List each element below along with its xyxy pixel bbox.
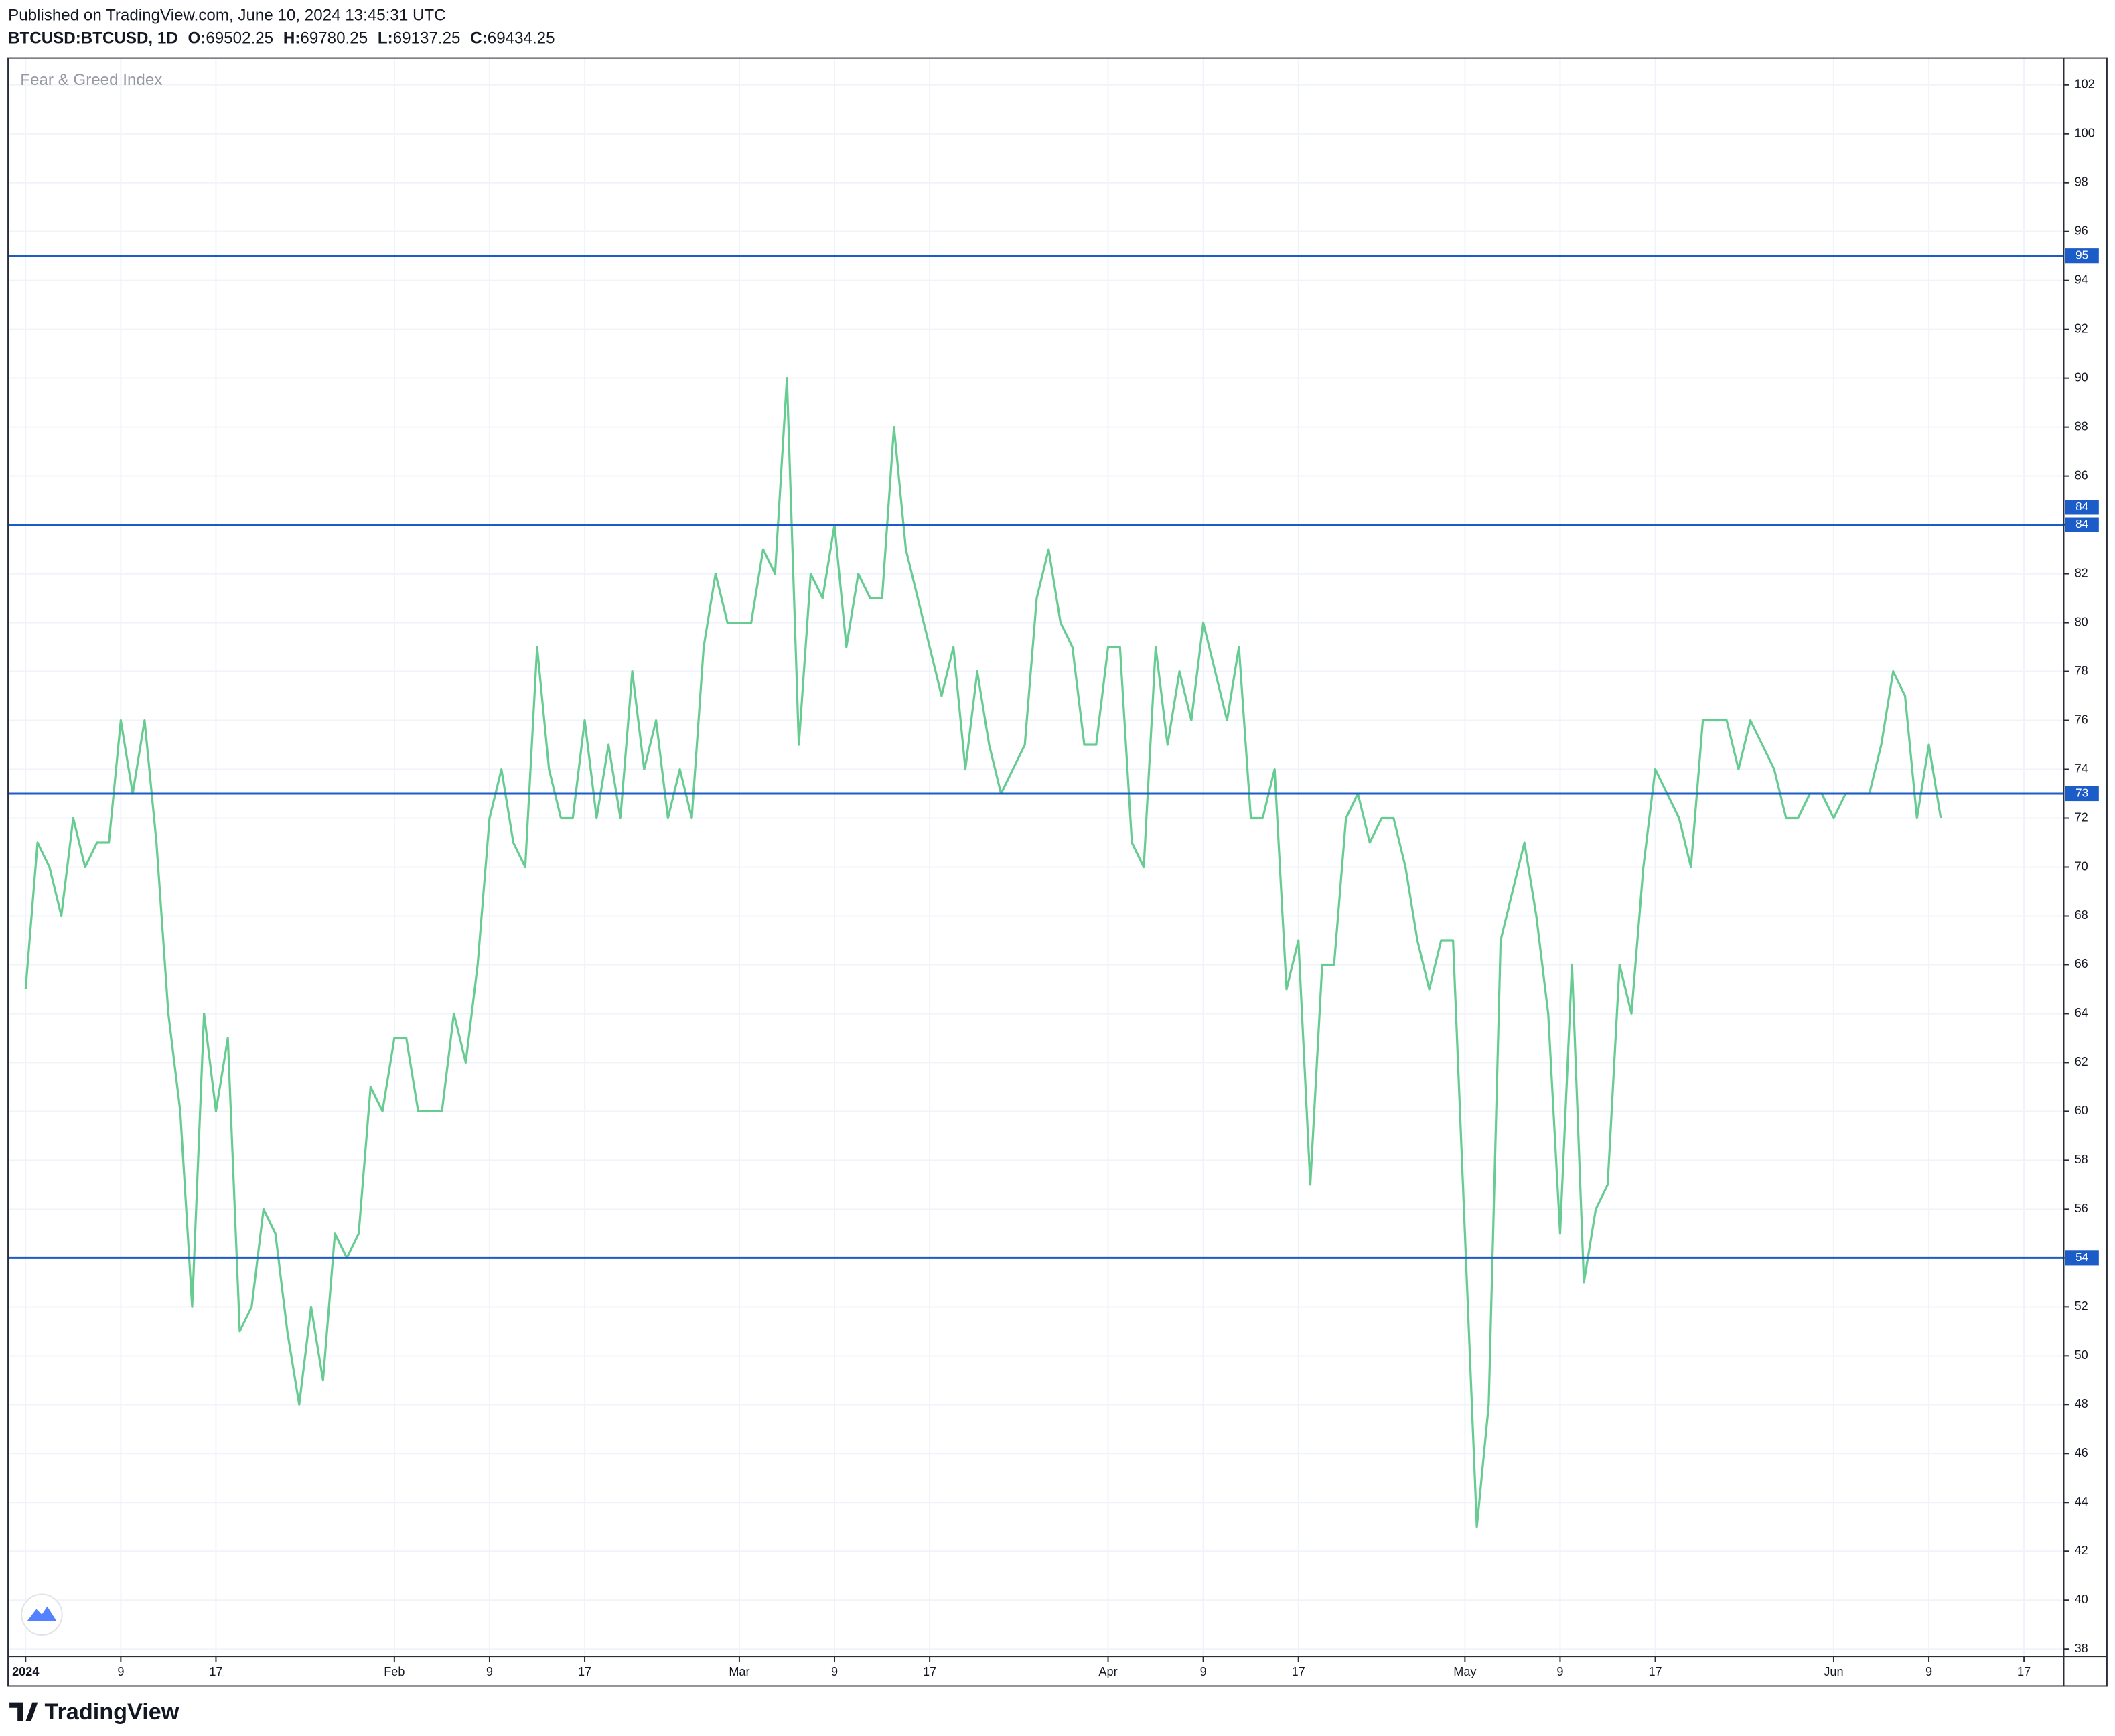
brand-icon xyxy=(9,1702,38,1721)
y-tick-label: 68 xyxy=(2075,908,2088,922)
y-tick-label: 82 xyxy=(2075,566,2088,579)
x-tick-label: Feb xyxy=(384,1665,405,1678)
x-tick-label: 9 xyxy=(486,1665,493,1678)
y-tick-label: 78 xyxy=(2075,664,2088,677)
ohlc-label: L: xyxy=(378,29,393,48)
ohlc-value: 69502.25 xyxy=(206,29,273,48)
y-tick-label: 94 xyxy=(2075,273,2088,286)
y-tick-label: 72 xyxy=(2075,810,2088,824)
x-tick-label: May xyxy=(1453,1665,1477,1678)
level-label-box xyxy=(2065,500,2099,515)
level-label: 84 xyxy=(2075,518,2089,530)
symbol: BTCUSD:BTCUSD, 1D xyxy=(8,29,178,48)
x-tick-label: Jun xyxy=(1824,1665,1843,1678)
y-tick-label: 64 xyxy=(2075,1006,2088,1019)
level-label: 95 xyxy=(2075,249,2088,262)
x-tick-label: 17 xyxy=(1648,1665,1662,1678)
y-tick-label: 60 xyxy=(2075,1104,2088,1117)
ohlc-value: 69434.25 xyxy=(488,29,555,48)
y-tick-label: 48 xyxy=(2075,1397,2088,1410)
app-logo xyxy=(21,1593,63,1636)
y-tick-label: 96 xyxy=(2075,224,2088,237)
published-line: Published on TradingView.com, June 10, 2… xyxy=(8,7,446,25)
y-tick-label: 56 xyxy=(2075,1202,2088,1215)
x-tick-label: 2024 xyxy=(12,1665,39,1678)
y-tick-label: 86 xyxy=(2075,468,2088,482)
y-tick-label: 70 xyxy=(2075,859,2088,873)
x-tick-label: 17 xyxy=(209,1665,222,1678)
y-tick-label: 74 xyxy=(2075,762,2088,775)
y-tick-label: 44 xyxy=(2075,1495,2088,1508)
logo-shape xyxy=(27,1606,57,1621)
x-tick-label: 9 xyxy=(1556,1665,1563,1678)
series-line xyxy=(24,377,1942,1528)
brand-name: TradingView xyxy=(44,1699,179,1725)
y-tick-label: 58 xyxy=(2075,1153,2088,1166)
x-tick-label: 17 xyxy=(2017,1665,2031,1678)
y-tick-label: 42 xyxy=(2075,1544,2088,1557)
footer-logo: TradingView xyxy=(9,1699,179,1725)
x-tick-label: 9 xyxy=(831,1665,838,1678)
level-label: 84 xyxy=(2075,500,2089,513)
level-label-box xyxy=(2065,517,2099,532)
plot: 38 40 42 44 46 48 50 52 54 56 58 60 62 64 66 68 70 72 74 76… xyxy=(8,58,2099,1678)
chart-frame xyxy=(7,57,2108,1687)
ohlc-label: C: xyxy=(470,29,488,48)
y-tick-label: 100 xyxy=(2075,127,2095,140)
y-tick-label: 62 xyxy=(2075,1055,2088,1068)
y-tick-label: 88 xyxy=(2075,419,2088,433)
pane-title: Fear & Greed Index xyxy=(20,71,162,89)
symbol-line: BTCUSD:BTCUSD, 1D O:69502.25 H:69780.25 … xyxy=(8,29,555,48)
ohlc-value: 69137.25 xyxy=(393,29,461,48)
level-label-box xyxy=(2065,248,2099,264)
level-label-box xyxy=(2065,1250,2099,1266)
y-tick-label: 80 xyxy=(2075,615,2088,628)
x-tick-label: Mar xyxy=(729,1665,749,1678)
level-label: 73 xyxy=(2075,787,2088,800)
x-tick-label: 17 xyxy=(578,1665,591,1678)
ohlc-label: O: xyxy=(188,29,206,48)
x-tick-label: 9 xyxy=(1200,1665,1207,1678)
y-tick-label: 50 xyxy=(2075,1348,2088,1362)
ohlc-value: 69780.25 xyxy=(300,29,368,48)
level-label-box xyxy=(2065,786,2099,802)
x-tick-label: 9 xyxy=(1925,1665,1932,1678)
y-tick-label: 102 xyxy=(2075,78,2095,91)
y-tick-label: 66 xyxy=(2075,957,2088,970)
y-tick-label: 46 xyxy=(2075,1446,2088,1459)
x-tick-label: 17 xyxy=(1292,1665,1305,1678)
y-tick-label: 98 xyxy=(2075,175,2088,188)
y-tick-label: 92 xyxy=(2075,321,2088,335)
x-tick-label: 9 xyxy=(117,1665,124,1678)
y-tick-label: 52 xyxy=(2075,1299,2088,1313)
y-tick-label: 38 xyxy=(2075,1642,2088,1655)
y-tick-label: 76 xyxy=(2075,713,2088,726)
y-tick-label: 40 xyxy=(2075,1593,2088,1606)
ohlc-label: H: xyxy=(283,29,301,48)
x-tick-label: Apr xyxy=(1098,1665,1117,1678)
level-label: 54 xyxy=(2075,1251,2089,1264)
x-tick-label: 17 xyxy=(923,1665,936,1678)
y-tick-label: 90 xyxy=(2075,370,2088,384)
